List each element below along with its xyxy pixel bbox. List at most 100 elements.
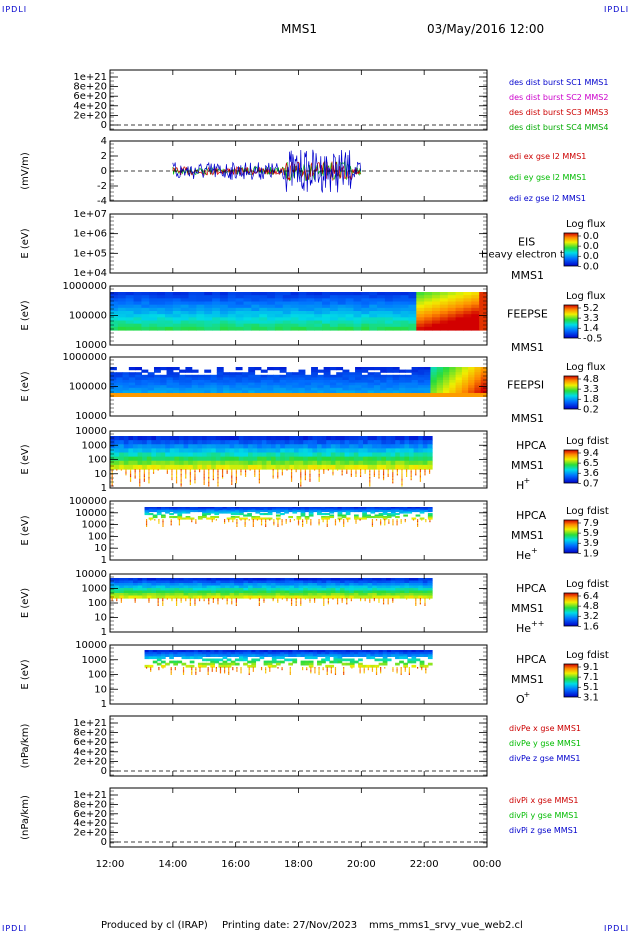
heatmap-cell xyxy=(427,654,433,657)
heatmap-cell xyxy=(294,456,300,462)
y-tick-label: 4e+20 xyxy=(73,101,107,112)
heatmap-cell xyxy=(175,602,178,605)
heatmap-cell xyxy=(280,585,286,589)
heatmap-cell xyxy=(243,448,249,454)
heatmap-cell xyxy=(353,304,362,309)
heatmap-cell xyxy=(178,523,181,526)
heatmap-cell xyxy=(303,578,309,582)
heatmap-cell xyxy=(119,436,125,441)
heatmap-cell xyxy=(387,598,389,600)
heatmap-cell xyxy=(317,452,323,458)
heatmap-cell xyxy=(243,456,249,462)
heatmap-cell xyxy=(395,588,401,592)
heatmap-cell xyxy=(364,472,366,474)
heatmap-cell xyxy=(255,650,261,653)
heatmap-cell xyxy=(337,654,343,657)
heatmap-cell xyxy=(148,664,154,668)
heatmap-cell xyxy=(125,473,127,476)
heatmap-cell xyxy=(239,513,244,516)
heatmap-cell xyxy=(407,660,413,664)
heatmap-cell xyxy=(417,387,425,391)
heatmap-cell xyxy=(274,311,284,315)
heatmap-cell xyxy=(160,507,166,510)
species-charge-label: ++ xyxy=(531,619,544,628)
heatmap-cell xyxy=(215,588,222,592)
heatmap-cell xyxy=(128,585,134,589)
heatmap-cell xyxy=(214,652,220,655)
heatmap-cell xyxy=(111,483,113,485)
heatmap-cell xyxy=(370,508,376,511)
heatmap-cell xyxy=(235,598,237,600)
heatmap-cell xyxy=(267,652,273,655)
heatmap-cell xyxy=(369,323,378,328)
heatmap-cell xyxy=(362,508,367,511)
heatmap-cell xyxy=(173,662,179,666)
heatmap-cell xyxy=(267,320,276,325)
heatmap-cell xyxy=(345,510,351,513)
heatmap-cell xyxy=(260,387,268,391)
heatmap-cell xyxy=(416,307,425,312)
heatmap-cell xyxy=(384,323,394,328)
heatmap-cell xyxy=(141,307,150,312)
heatmap-cell xyxy=(300,514,306,517)
heatmap-cell xyxy=(110,464,116,470)
heatmap-cell xyxy=(312,464,318,470)
heatmap-cell xyxy=(330,436,337,441)
heatmap-cell xyxy=(298,393,306,397)
heatmap-cell xyxy=(427,590,433,594)
heatmap-cell xyxy=(428,598,431,600)
heatmap-cell xyxy=(222,507,228,510)
heatmap-cell xyxy=(405,393,413,397)
heatmap-cell xyxy=(156,650,162,653)
heatmap-cell xyxy=(417,372,425,376)
heatmap-cell xyxy=(314,667,316,669)
heatmap-cell xyxy=(298,317,307,322)
y-tick-label: 1000000 xyxy=(62,281,107,292)
heatmap-cell xyxy=(382,599,385,602)
heatmap-cell xyxy=(390,580,396,584)
heatmap-cell xyxy=(404,583,410,587)
heatmap-cell xyxy=(340,580,346,584)
heatmap-cell xyxy=(359,470,362,473)
heatmap-cell xyxy=(241,372,249,376)
heatmap-cell xyxy=(335,585,341,589)
heatmap-cell xyxy=(244,525,246,527)
heatmap-cell xyxy=(122,387,130,391)
spacecraft-label: MMS1 xyxy=(511,459,544,472)
heatmap-cell xyxy=(273,367,281,371)
heatmap-cell xyxy=(267,385,274,389)
heatmap-cell xyxy=(204,320,213,325)
heatmap-cell xyxy=(330,668,332,671)
heatmap-cell xyxy=(418,460,424,466)
heatmap-cell xyxy=(170,523,172,526)
heatmap-cell xyxy=(298,595,304,599)
heatmap-cell xyxy=(300,485,302,487)
heatmap-cell xyxy=(317,662,322,666)
heatmap-cell xyxy=(369,326,378,331)
heatmap-cell xyxy=(419,517,425,520)
heatmap-cell xyxy=(169,654,174,657)
heatmap-cell xyxy=(166,470,168,473)
heatmap-cell xyxy=(236,519,238,521)
heatmap-cell xyxy=(422,595,429,599)
heatmap-cell xyxy=(248,595,254,599)
heatmap-cell xyxy=(164,301,174,306)
heatmap-cell xyxy=(355,372,362,376)
heatmap-cell xyxy=(279,387,287,391)
heatmap-cell xyxy=(317,595,323,599)
heatmap-cell xyxy=(180,304,190,309)
heatmap-cell xyxy=(399,444,406,449)
species-label: O xyxy=(516,693,525,706)
heatmap-cell xyxy=(439,320,449,325)
heatmap-cell xyxy=(137,588,143,592)
heatmap-cell xyxy=(372,578,378,582)
heatmap-cell xyxy=(382,510,388,513)
heatmap-cell xyxy=(157,314,166,318)
heatmap-cell xyxy=(204,369,212,373)
heatmap-cell xyxy=(148,477,150,479)
heatmap-cell xyxy=(196,307,205,312)
heatmap-cell xyxy=(411,510,417,513)
heatmap-cell xyxy=(110,374,117,378)
heatmap-cell xyxy=(355,470,357,473)
heatmap-cell xyxy=(358,658,363,662)
